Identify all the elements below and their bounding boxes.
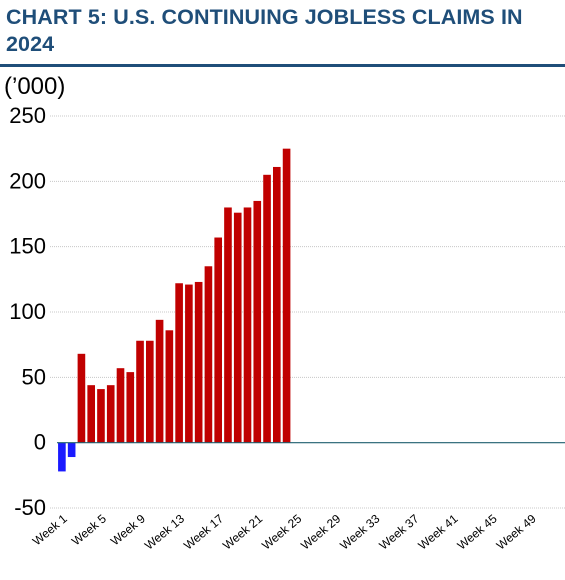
x-tick-label: Week 13	[142, 511, 187, 552]
y-tick-label: -50	[14, 495, 46, 520]
bar-week-8	[126, 372, 135, 443]
bars	[58, 148, 291, 472]
y-axis-ticks: 250 200 150 100 50 0 -50	[9, 103, 46, 520]
x-tick-label: Week 45	[455, 511, 500, 552]
bar-week-9	[136, 340, 144, 443]
gridlines	[50, 115, 565, 509]
y-unit-label: (’000)	[4, 73, 66, 100]
title-underline	[0, 64, 565, 67]
y-tick-label: 50	[22, 364, 46, 389]
bar-week-14	[185, 284, 193, 443]
bar-week-5	[97, 389, 105, 443]
bar-week-4	[87, 385, 95, 443]
y-tick-label: 100	[9, 299, 46, 324]
bar-week-17	[214, 237, 222, 443]
y-tick-label: 150	[9, 234, 46, 259]
bar-week-3	[77, 353, 86, 443]
bar-week-23	[273, 166, 281, 443]
x-tick-label: Week 25	[259, 511, 304, 552]
bar-week-2	[67, 442, 76, 458]
bar-week-6	[106, 385, 115, 443]
x-tick-label: Week 37	[376, 511, 421, 552]
bar-week-1	[58, 442, 66, 472]
x-tick-label: Week 49	[494, 511, 539, 552]
chart-title: CHART 5: U.S. CONTINUING JOBLESS CLAIMS …	[6, 5, 523, 56]
x-tick-label: Week 41	[415, 511, 460, 552]
bar-week-7	[116, 368, 125, 443]
bar-week-24	[282, 148, 291, 443]
bar-week-15	[194, 281, 203, 443]
bar-week-21	[253, 200, 262, 443]
bar-week-19	[233, 212, 242, 443]
x-tick-label: Week 21	[220, 511, 265, 552]
bar-week-18	[224, 207, 232, 443]
x-tick-label: Week 33	[337, 511, 382, 552]
x-tick-label: Week 29	[298, 511, 343, 552]
bar-week-11	[155, 319, 164, 443]
bar-week-20	[243, 207, 252, 443]
bar-week-22	[263, 174, 271, 443]
y-tick-label: 250	[9, 103, 46, 128]
x-tick-label: Week 17	[181, 511, 226, 552]
x-tick-label: Week 5	[69, 511, 109, 548]
bar-week-12	[165, 330, 174, 443]
bar-week-10	[146, 340, 154, 443]
bar-week-16	[204, 266, 213, 443]
y-tick-label: 200	[9, 168, 46, 193]
y-tick-label: 0	[34, 430, 46, 455]
bar-week-13	[175, 283, 183, 443]
